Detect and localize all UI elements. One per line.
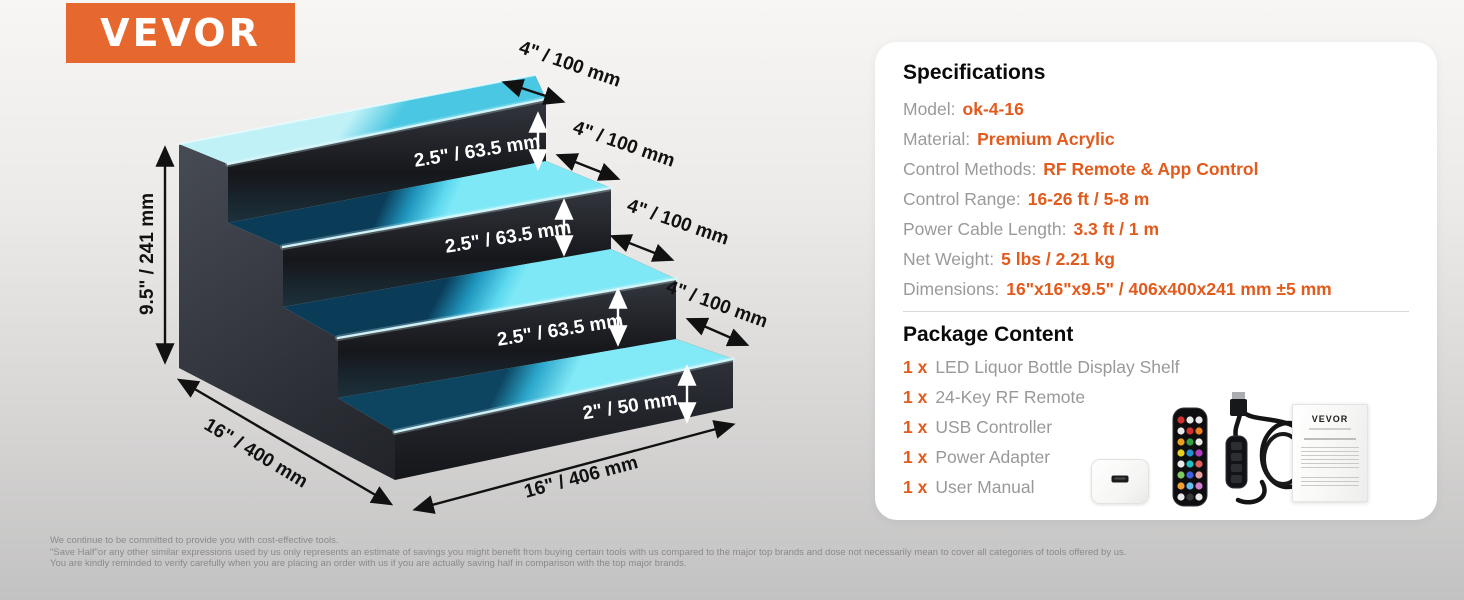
item-name: LED Liquor Bottle Display Shelf [935,357,1180,377]
total-height-label: 9.5" / 241 mm [137,193,158,315]
tread-2-top [228,161,611,247]
disclaimer-line: "Save Half"or any other similar expressi… [50,546,1127,558]
item-name: USB Controller [935,417,1053,437]
item-qty: 1 x [903,477,928,497]
specs-title: Specifications [903,61,1046,84]
spec-row-cable-length: Power Cable Length: 3.3 ft / 1 m [903,214,1437,244]
spec-card: Specifications Model: ok-4-16 Material: Pr… [875,42,1437,520]
power-adapter-image [1091,459,1149,504]
spec-value: RF Remote & App Control [1043,159,1259,179]
package-item-adapter: 1 x Power Adapter [903,442,1437,472]
spec-label: Net Weight: [903,249,995,269]
remote-buttons [1177,416,1203,501]
spec-label: Control Range: [903,189,1021,209]
package-item-shelf: 1 x LED Liquor Bottle Display Shelf [903,352,1437,382]
tier-depth-label-4: 4" / 100 mm [663,276,770,332]
spec-row-model: Model: ok-4-16 [903,94,1437,124]
item-qty: 1 x [903,387,928,407]
vevor-logo: VEVOR [66,3,295,63]
manual-title-line [1304,438,1356,440]
spec-value: 3.3 ft / 1 m [1073,219,1160,239]
tier-depth-label-3: 4" / 100 mm [624,195,731,249]
package-items: 1 x LED Liquor Bottle Display Shelf 1 x 24… [903,352,1437,502]
usb-port-icon [1111,475,1129,483]
package-item-remote: 1 x 24-Key RF Remote [903,382,1437,412]
spec-rows: Model: ok-4-16 Material: Premium Acrylic C… [903,94,1437,304]
shelf-diagram: 4" / 100 mm 4" / 100 mm 4" / 100 mm 4" /… [137,37,770,514]
tread-3-top [283,249,676,338]
spec-label: Power Cable Length: [903,219,1067,239]
package-item-controller: 1 x USB Controller [903,412,1437,442]
section-divider [903,311,1409,312]
depth-arrow-3 [609,234,675,262]
remote-and-controller-image [1172,392,1317,507]
total-width-arrow [412,420,736,514]
riser-2 [283,188,611,307]
spec-row-net-weight: Net Weight: 5 lbs / 2.21 kg [903,244,1437,274]
total-depth-arrow [176,378,394,506]
spec-row-control-methods: Control Methods: RF Remote & App Control [903,154,1437,184]
manual-paragraph-lines [1301,447,1359,469]
spec-label: Model: [903,99,956,119]
depth-arrow-4 [685,317,750,347]
spec-value: 16-26 ft / 5-8 m [1027,189,1150,209]
vevor-logo-text: VEVOR [100,11,261,55]
spec-label: Dimensions: [903,279,1000,299]
item-qty: 1 x [903,447,928,467]
spec-row-material: Material: Premium Acrylic [903,124,1437,154]
rf-remote-image [1172,407,1208,507]
dimension-arrows-white [528,111,697,424]
disclaimer-line: You are kindly reminded to verify carefu… [50,558,687,569]
spec-label: Material: [903,129,971,149]
depth-arrow-1 [501,79,566,105]
shelf-body [178,74,736,480]
item-name: 24-Key RF Remote [935,387,1086,407]
disclaimer-line: We continue to be committed to provide y… [50,535,339,546]
manual-subtitle-line [1308,428,1352,430]
usb-controller-image [1225,392,1317,505]
item-name: Power Adapter [935,447,1051,467]
spec-value: ok-4-16 [962,99,1024,119]
spec-label: Control Methods: [903,159,1037,179]
footer-disclaimer: We continue to be committed to provide y… [50,535,1230,570]
tread-4-top [338,339,733,432]
tier-depth-label-2: 4" / 100 mm [570,117,677,171]
user-manual-image: VEVOR [1292,404,1368,502]
spec-row-dimensions: Dimensions: 16"x16"x9.5" / 406x400x241 mm… [903,274,1437,304]
riser-1 [228,99,546,223]
spec-value: 5 lbs / 2.21 kg [1001,249,1115,269]
tread-1-top [179,75,546,164]
total-width-label: 16" / 406 mm [522,452,640,503]
depth-arrow-2 [555,153,621,181]
spec-value: 16"x16"x9.5" / 406x400x241 mm ±5 mm [1006,279,1332,299]
package-item-manual: 1 x User Manual [903,472,1437,502]
package-title: Package Content [903,323,1074,346]
manual-footer-lines [1301,477,1359,487]
item-qty: 1 x [903,417,928,437]
spec-value: Premium Acrylic [977,129,1115,149]
dimension-arrows-black [155,79,750,514]
usb-plug-icon [1232,392,1245,400]
manual-brand-text: VEVOR [1311,414,1349,424]
item-name: User Manual [935,477,1035,497]
item-qty: 1 x [903,357,928,377]
riser-3 [338,279,676,398]
spec-row-control-range: Control Range: 16-26 ft / 5-8 m [903,184,1437,214]
